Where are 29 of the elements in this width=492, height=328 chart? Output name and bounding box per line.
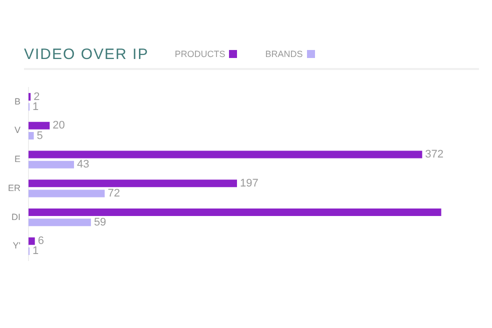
data-label: 1 [32,245,39,258]
bar [28,218,91,226]
y-tick-label: Y' [12,240,21,251]
bar [28,208,442,216]
y-tick-label: B [14,96,20,106]
data-label: 43 [77,158,90,171]
y-tick-label: E [14,154,20,164]
bar [28,190,105,198]
chart-title: VIDEO OVER IP [24,46,149,62]
data-label: 72 [108,188,120,200]
data-label: 20 [52,120,65,132]
data-label: 1 [32,100,39,113]
data-label: 5 [36,130,43,142]
bar [28,150,422,158]
data-label: 197 [240,177,258,190]
data-label: 59 [94,216,106,228]
bar [28,122,50,130]
data-label: 372 [425,148,444,161]
bar [28,160,74,168]
data-label: 6 [38,235,44,248]
y-tick-label: DI [12,212,20,222]
bar [28,180,237,188]
y-tick-label: V [14,125,20,136]
legend-label: BRANDS [265,49,303,59]
y-tick-label: ER [8,182,21,193]
bar [28,237,35,245]
data-label: 2 [34,90,40,103]
bar [28,132,34,140]
legend-label: PRODUCTS [174,49,226,59]
